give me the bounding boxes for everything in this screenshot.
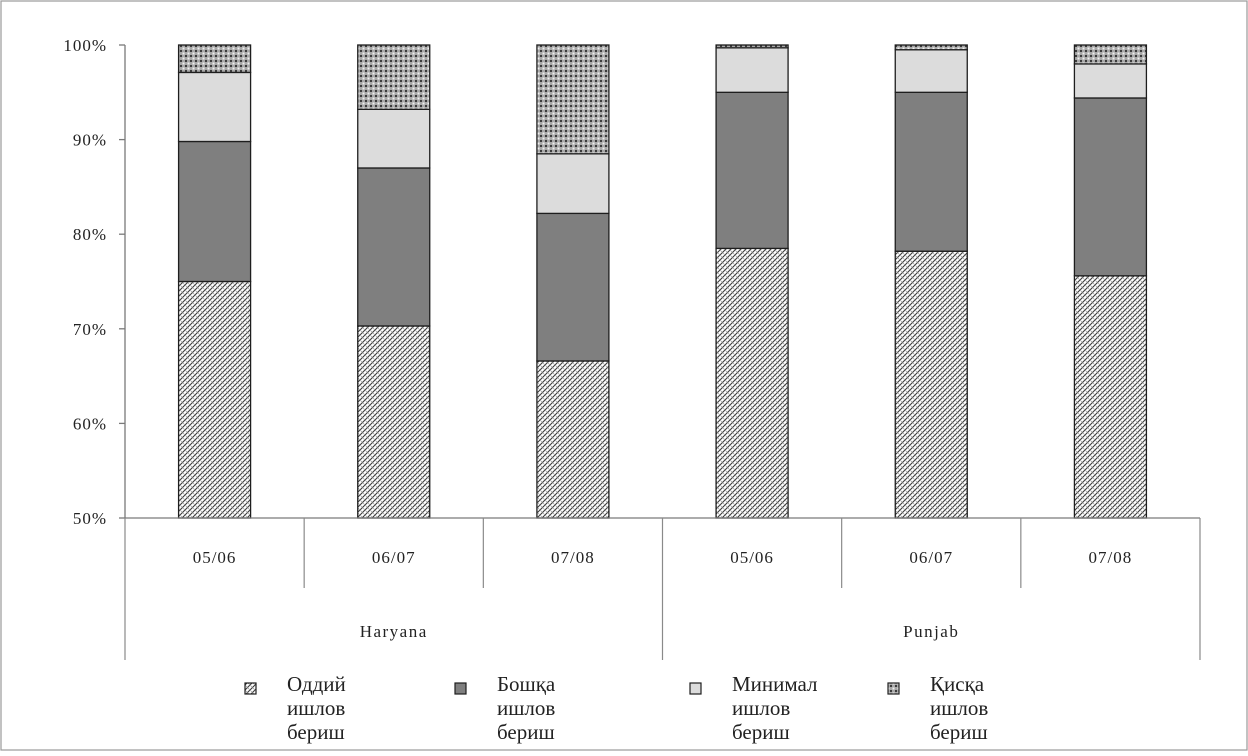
x-category-label: 07/08 bbox=[1089, 548, 1133, 567]
bar-segment bbox=[1073, 63, 1148, 99]
x-axis: 05/06 06/07 07/08 05/06 06/07 07/08 Haryana Pun… bbox=[124, 517, 1201, 660]
legend-label-line: Қисқа bbox=[930, 672, 985, 696]
legend-label-line: Бошқа bbox=[497, 672, 556, 696]
legend-label-line: ишлов bbox=[287, 696, 345, 720]
legend-label-line: Оддий bbox=[287, 672, 346, 696]
bar-segment bbox=[894, 44, 968, 51]
bar-segment bbox=[894, 49, 968, 93]
bar-segment bbox=[894, 250, 968, 519]
x-group-label: Haryana bbox=[360, 622, 428, 641]
bar-segment bbox=[715, 47, 789, 93]
y-tick-label: 50% bbox=[73, 509, 107, 528]
legend-label-line: ишлов bbox=[930, 696, 988, 720]
bar-segment bbox=[357, 108, 431, 169]
bar-segment bbox=[536, 360, 610, 519]
x-group-label: Punjab bbox=[903, 622, 959, 641]
bar-segment bbox=[536, 212, 610, 362]
x-category-label: 07/08 bbox=[551, 548, 595, 567]
legend-label-line: ишлов bbox=[497, 696, 555, 720]
bar-segment bbox=[715, 247, 789, 519]
y-tick-label: 90% bbox=[73, 131, 107, 150]
bars-layer bbox=[177, 44, 1148, 519]
legend-label-line: ишлов bbox=[732, 696, 790, 720]
legend-swatch bbox=[244, 682, 257, 695]
bar-segment bbox=[357, 44, 431, 110]
y-tick-label: 80% bbox=[73, 225, 107, 244]
x-category-label: 06/07 bbox=[909, 548, 953, 567]
legend-label-line: Минимал bbox=[732, 672, 818, 696]
x-category-label: 06/07 bbox=[372, 548, 416, 567]
bar-segment bbox=[715, 91, 789, 250]
y-tick-label: 70% bbox=[73, 320, 107, 339]
x-category-label: 05/06 bbox=[730, 548, 774, 567]
y-tick-label: 100% bbox=[63, 36, 107, 55]
bar-segment bbox=[1073, 275, 1148, 519]
y-tick-label: 60% bbox=[73, 414, 107, 433]
legend-swatch bbox=[689, 682, 702, 695]
bar-segment bbox=[536, 153, 610, 215]
bar-segment bbox=[357, 325, 431, 519]
legend-label-line: бериш bbox=[930, 720, 988, 744]
y-axis: 50% 60% 70% 80% 90% 100% bbox=[63, 36, 126, 528]
bar-segment bbox=[1073, 97, 1148, 277]
bar-segment bbox=[894, 91, 968, 252]
legend-label-line: бериш bbox=[287, 720, 345, 744]
legend-swatch bbox=[887, 682, 900, 695]
bar-segment bbox=[177, 71, 252, 143]
legend-swatch bbox=[454, 682, 467, 695]
legend-label-line: бериш bbox=[497, 720, 555, 744]
bar-segment bbox=[1073, 44, 1148, 65]
bar-segment bbox=[357, 167, 431, 327]
bar-segment bbox=[177, 44, 252, 74]
bar-segment bbox=[177, 280, 252, 519]
x-category-label: 05/06 bbox=[193, 548, 237, 567]
legend-label-line: бериш bbox=[732, 720, 790, 744]
bar-segment bbox=[715, 44, 789, 49]
bar-segment bbox=[536, 44, 610, 155]
bar-segment bbox=[177, 140, 252, 283]
legend: ОддийишловберишБошқаишловберишМинималишл… bbox=[244, 672, 988, 744]
